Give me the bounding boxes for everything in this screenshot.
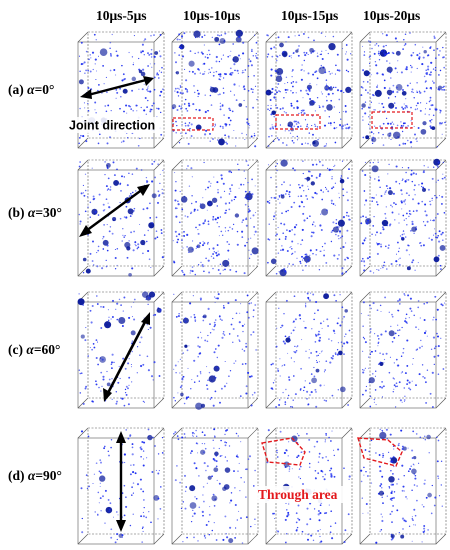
specimen-frame xyxy=(171,291,259,409)
through-area-highlights-row-d xyxy=(261,437,403,467)
specimen-panel xyxy=(171,159,259,277)
specimen-panel xyxy=(265,159,353,277)
specimen-panel xyxy=(359,427,447,545)
crack-point-cloud xyxy=(360,428,444,544)
joint-direction-label-bg xyxy=(66,117,162,133)
column-header-3: 10μs-15μs xyxy=(281,8,338,23)
crack-point-cloud xyxy=(270,292,351,408)
crack-point-cloud xyxy=(265,32,352,148)
crack-point-cloud xyxy=(171,29,258,148)
joint-direction-label: Joint direction xyxy=(69,119,155,133)
crack-point-cloud xyxy=(80,428,164,544)
specimen-panel xyxy=(77,159,165,277)
annotation-overlays: Joint direction xyxy=(66,76,413,532)
specimen-frame xyxy=(359,159,447,277)
column-header-1: 10μs-5μs xyxy=(96,8,147,23)
crack-point-cloud xyxy=(78,160,164,277)
crack-point-cloud xyxy=(172,160,259,276)
column-headers: 10μs-5μs 10μs-10μs 10μs-15μs 10μs-20μs xyxy=(96,8,420,23)
specimen-frame xyxy=(171,159,259,277)
joint-direction-arrow-c xyxy=(103,312,150,402)
through-area-label: Through area xyxy=(258,487,338,502)
specimen-panel xyxy=(171,291,259,410)
row-labels: (a) α=0° (b) α=30° (c) α=60° (d) α=90° xyxy=(8,82,62,483)
specimen-frame xyxy=(77,31,165,149)
specimen-frame xyxy=(359,291,447,409)
crack-point-cloud xyxy=(360,293,446,408)
specimen-panel xyxy=(359,31,447,149)
specimen-frame xyxy=(77,291,165,409)
through-area-label-bg xyxy=(256,486,350,503)
row-label-b: (b) α=30° xyxy=(8,205,62,220)
column-header-2: 10μs-10μs xyxy=(183,8,240,23)
crack-point-cloud xyxy=(173,293,257,410)
specimen-frame xyxy=(171,427,259,545)
row-label-d: (d) α=90° xyxy=(8,468,62,483)
specimen-panel xyxy=(359,291,447,409)
joint-direction-arrow-b xyxy=(79,184,150,237)
specimen-panel xyxy=(77,291,165,409)
crack-point-cloud xyxy=(266,159,352,277)
row-label-c: (c) α=60° xyxy=(8,342,60,357)
specimen-frame xyxy=(265,31,353,149)
specimen-panel xyxy=(77,427,165,545)
specimen-panel xyxy=(359,158,447,277)
specimen-frame xyxy=(359,427,447,545)
crack-point-cloud xyxy=(77,291,162,407)
crack-point-cloud xyxy=(360,32,446,148)
through-area-highlights-row-a xyxy=(172,111,413,131)
crack-point-cloud xyxy=(360,158,446,274)
joint-direction-arrow-d xyxy=(116,431,126,532)
specimen-panel xyxy=(171,427,259,545)
joint-direction-arrow-a xyxy=(80,76,154,99)
specimen-frame xyxy=(77,159,165,277)
specimen-frame xyxy=(77,427,165,545)
specimen-panel xyxy=(265,291,353,409)
specimen-panel xyxy=(265,31,353,149)
row-label-a: (a) α=0° xyxy=(8,82,54,97)
specimen-frame xyxy=(265,291,353,409)
specimen-panel xyxy=(171,29,259,149)
column-header-4: 10μs-20μs xyxy=(363,8,420,23)
crack-point-cloud xyxy=(173,428,256,544)
specimen-panel-grid xyxy=(77,29,447,545)
